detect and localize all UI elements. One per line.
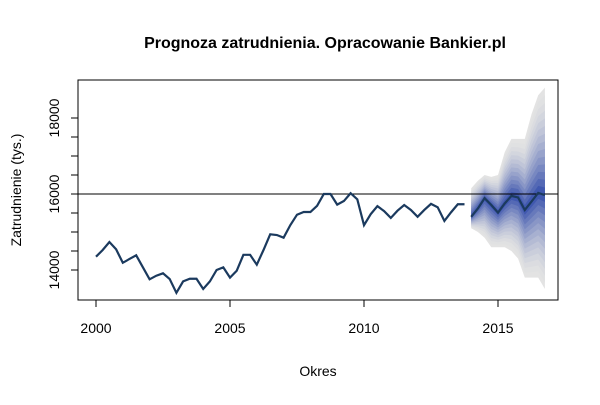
fan-band-1	[471, 185, 545, 218]
y-tick-label: 18000	[46, 98, 62, 137]
x-axis-label: Okres	[299, 363, 336, 379]
y-tick-label: 16000	[46, 174, 62, 213]
plot-frame	[77, 79, 559, 301]
x-tick-label: 2010	[348, 320, 379, 336]
x-tick-label: 2005	[214, 320, 245, 336]
y-tick-label: 14000	[46, 250, 62, 289]
forecast-fan	[471, 87, 545, 289]
forecast-mean-line	[470, 191, 546, 218]
y-axis-label: Zatrudnienie (tys.)	[8, 134, 24, 247]
x-tick-label: 2015	[482, 320, 513, 336]
chart-title: Prognoza zatrudnienia. Opracowanie Banki…	[144, 35, 506, 52]
history-series-line	[95, 191, 465, 296]
x-tick-label: 2000	[80, 320, 111, 336]
